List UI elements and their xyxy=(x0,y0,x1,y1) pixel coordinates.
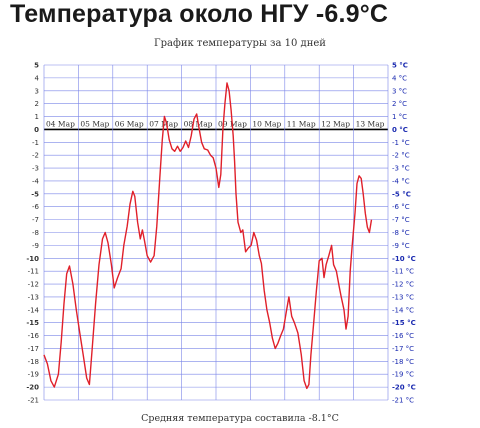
y-tick-label-left: -7 xyxy=(32,216,39,224)
y-tick-label-right: 1 °C xyxy=(392,113,407,121)
y-tick-label-right: -6 °C xyxy=(392,203,410,211)
y-tick-label-left: 1 xyxy=(35,113,39,121)
y-tick-label-left: -1 xyxy=(32,139,39,147)
y-tick-label-left: -8 xyxy=(32,229,39,237)
y-tick-label-left: -12 xyxy=(28,281,39,289)
y-tick-label-right: -5 °C xyxy=(392,190,411,198)
y-tick-label-left: -17 xyxy=(28,345,39,353)
x-date-label: 10 Мар xyxy=(252,119,281,128)
y-tick-label-right: -9 °C xyxy=(392,242,410,250)
y-tick-label-left: -19 xyxy=(28,371,39,379)
date-labels: 04 Мар 05 Мар 06 Мар 07 Мар 08 Мар 09 Мар 10 М… xyxy=(46,119,385,128)
y-tick-label-right: -20 °C xyxy=(392,384,416,392)
y-tick-label-right: -17 °C xyxy=(392,345,414,353)
y-tick-label-right: 2 °C xyxy=(392,100,407,108)
y-tick-label-right: -4 °C xyxy=(392,177,410,185)
y-tick-label-right: -3 °C xyxy=(392,165,410,173)
y-tick-label-right: -11 °C xyxy=(392,268,414,276)
y-tick-label-left: 3 xyxy=(35,87,39,95)
y-tick-label-right: -18 °C xyxy=(392,358,414,366)
average-temperature-note: Средняя температура составила -8.1°C xyxy=(141,413,339,424)
y-tick-label-right: -14 °C xyxy=(392,306,414,314)
y-tick-label-left: -9 xyxy=(32,242,39,250)
y-tick-label-left: -11 xyxy=(28,268,39,276)
right-axis-ticks: 5 °C 4 °C 3 °C 2 °C 1 °C 0 °C -1 °C -2 °C -3 °C -… xyxy=(392,62,416,405)
y-tick-label-left: -13 xyxy=(28,293,39,301)
y-tick-label-left: 4 xyxy=(35,74,40,82)
y-tick-label-right: -16 °C xyxy=(392,332,414,340)
y-tick-label-right: -2 °C xyxy=(392,152,410,160)
y-tick-label-left: -20 xyxy=(26,384,39,392)
y-tick-label-right: -12 °C xyxy=(392,281,414,289)
y-tick-label-right: -21 °C xyxy=(392,397,414,405)
y-tick-label-right: -13 °C xyxy=(392,293,414,301)
y-tick-label-left: -18 xyxy=(28,358,39,366)
x-date-label: 05 Мар xyxy=(80,119,109,128)
y-tick-label-right: -10 °C xyxy=(392,255,416,263)
y-tick-label-left: -3 xyxy=(32,165,39,173)
y-tick-label-left: 0 xyxy=(34,126,39,134)
page-headline: Температура около НГУ -6.9°C xyxy=(10,0,389,28)
y-tick-label-left: -4 xyxy=(32,177,40,185)
y-tick-label-left: -5 xyxy=(31,190,39,198)
y-tick-label-left: -14 xyxy=(28,306,40,314)
y-tick-label-right: -1 °C xyxy=(392,139,410,147)
y-tick-label-left: 2 xyxy=(35,100,39,108)
vertical-gridlines xyxy=(43,65,389,400)
y-tick-label-left: -6 xyxy=(32,203,40,211)
temperature-line xyxy=(43,82,373,390)
y-tick-label-left: -21 xyxy=(28,397,39,405)
y-tick-label-left: -16 xyxy=(28,332,40,340)
y-tick-label-left: 5 xyxy=(34,62,39,70)
y-tick-label-right: 0 °C xyxy=(392,126,408,134)
y-tick-label-left: -10 xyxy=(26,255,39,263)
y-tick-label-right: -7 °C xyxy=(392,216,410,224)
series-layer xyxy=(43,82,373,390)
x-date-label: 12 Мар xyxy=(321,119,350,128)
y-tick-label-right: 4 °C xyxy=(392,74,407,82)
y-tick-label-right: 3 °C xyxy=(392,87,407,95)
x-date-label: 13 Мар xyxy=(356,119,385,128)
y-tick-label-right: 5 °C xyxy=(392,62,408,70)
x-date-label: 04 Мар xyxy=(46,119,75,128)
x-date-label: 11 Мар xyxy=(287,119,316,128)
left-axis-ticks: 5 4 3 2 1 0 -1 -2 -3 -4 -5 -6 -7 -8 -9 -10 -11 -12 -13 -14 -… xyxy=(26,62,39,405)
y-tick-label-right: -8 °C xyxy=(392,229,410,237)
y-tick-label-right: -19 °C xyxy=(392,371,414,379)
y-tick-label-right: -15 °C xyxy=(392,319,416,327)
x-date-label: 06 Мар xyxy=(115,119,144,128)
y-tick-label-left: -15 xyxy=(26,319,39,327)
chart-title: График температуры за 10 дней xyxy=(154,38,326,49)
y-tick-label-left: -2 xyxy=(32,152,39,160)
